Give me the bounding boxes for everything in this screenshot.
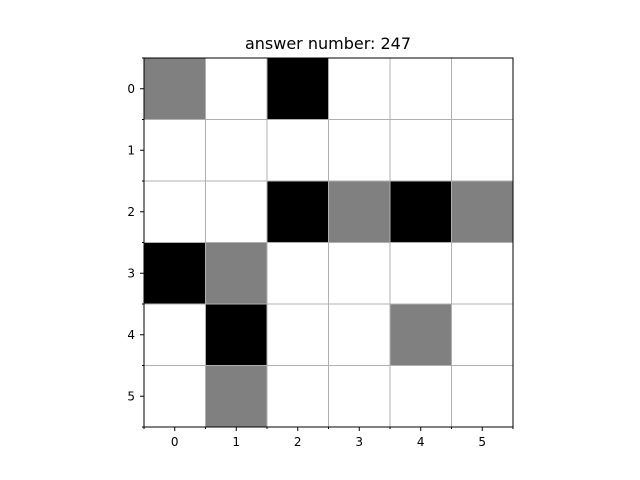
grid-cell-r0-c4 xyxy=(390,58,452,120)
tick-layer: 0 1 2 3 4 5 0 1 2 3 4 5 xyxy=(127,57,514,449)
grid-cell-r3-c0 xyxy=(144,242,206,304)
grid-cell-r1-c3 xyxy=(328,119,390,181)
x-tick-label: 2 xyxy=(294,435,302,449)
x-tick-label: 0 xyxy=(171,435,179,449)
grid-cell-r2-c5 xyxy=(451,181,513,243)
grid-cell-r3-c2 xyxy=(267,242,329,304)
y-tick-label: 1 xyxy=(127,143,135,157)
y-tick-label: 4 xyxy=(127,328,135,342)
grid-cell-r2-c2 xyxy=(267,181,329,243)
x-tick-label: 5 xyxy=(478,435,486,449)
grid-cell-r1-c0 xyxy=(144,119,206,181)
grid-cell-r5-c3 xyxy=(328,365,390,427)
grid-cell-r0-c3 xyxy=(328,58,390,120)
y-tick-label: 2 xyxy=(127,205,135,219)
grid-cell-r4-c3 xyxy=(328,304,390,366)
grid-cell-r4-c2 xyxy=(267,304,329,366)
grid-cell-r0-c1 xyxy=(205,58,267,120)
grid-cell-r4-c5 xyxy=(451,304,513,366)
grid-cell-r2-c0 xyxy=(144,181,206,243)
grid-cell-r1-c4 xyxy=(390,119,452,181)
grid-cell-r0-c2 xyxy=(267,58,329,120)
grid-lines xyxy=(144,58,513,427)
grid-cell-r5-c2 xyxy=(267,365,329,427)
grid-cell-r0-c5 xyxy=(451,58,513,120)
chart-title: answer number: 247 xyxy=(245,34,411,53)
grid-cell-r4-c0 xyxy=(144,304,206,366)
grid-cell-r3-c1 xyxy=(205,242,267,304)
grid-cell-r2-c1 xyxy=(205,181,267,243)
grid-cell-r1-c5 xyxy=(451,119,513,181)
grid-cell-r3-c3 xyxy=(328,242,390,304)
x-tick-label: 4 xyxy=(417,435,425,449)
grid-cell-r3-c5 xyxy=(451,242,513,304)
grid-cell-r4-c1 xyxy=(205,304,267,366)
grid-cell-r4-c4 xyxy=(390,304,452,366)
grid-cell-r5-c0 xyxy=(144,365,206,427)
y-tick-label: 3 xyxy=(127,266,135,280)
cell-layer xyxy=(144,58,513,427)
grid-cell-r2-c3 xyxy=(328,181,390,243)
y-tick-label: 5 xyxy=(127,389,135,403)
y-tick-label: 0 xyxy=(127,82,135,96)
grid-cell-r1-c2 xyxy=(267,119,329,181)
grid-cell-r2-c4 xyxy=(390,181,452,243)
grid-cell-r3-c4 xyxy=(390,242,452,304)
grid-cell-r5-c1 xyxy=(205,365,267,427)
grid-cell-r5-c4 xyxy=(390,365,452,427)
grid-cell-r1-c1 xyxy=(205,119,267,181)
x-tick-label: 1 xyxy=(232,435,240,449)
grid-cell-r5-c5 xyxy=(451,365,513,427)
x-tick-label: 3 xyxy=(355,435,363,449)
grid-cell-r0-c0 xyxy=(144,58,206,120)
